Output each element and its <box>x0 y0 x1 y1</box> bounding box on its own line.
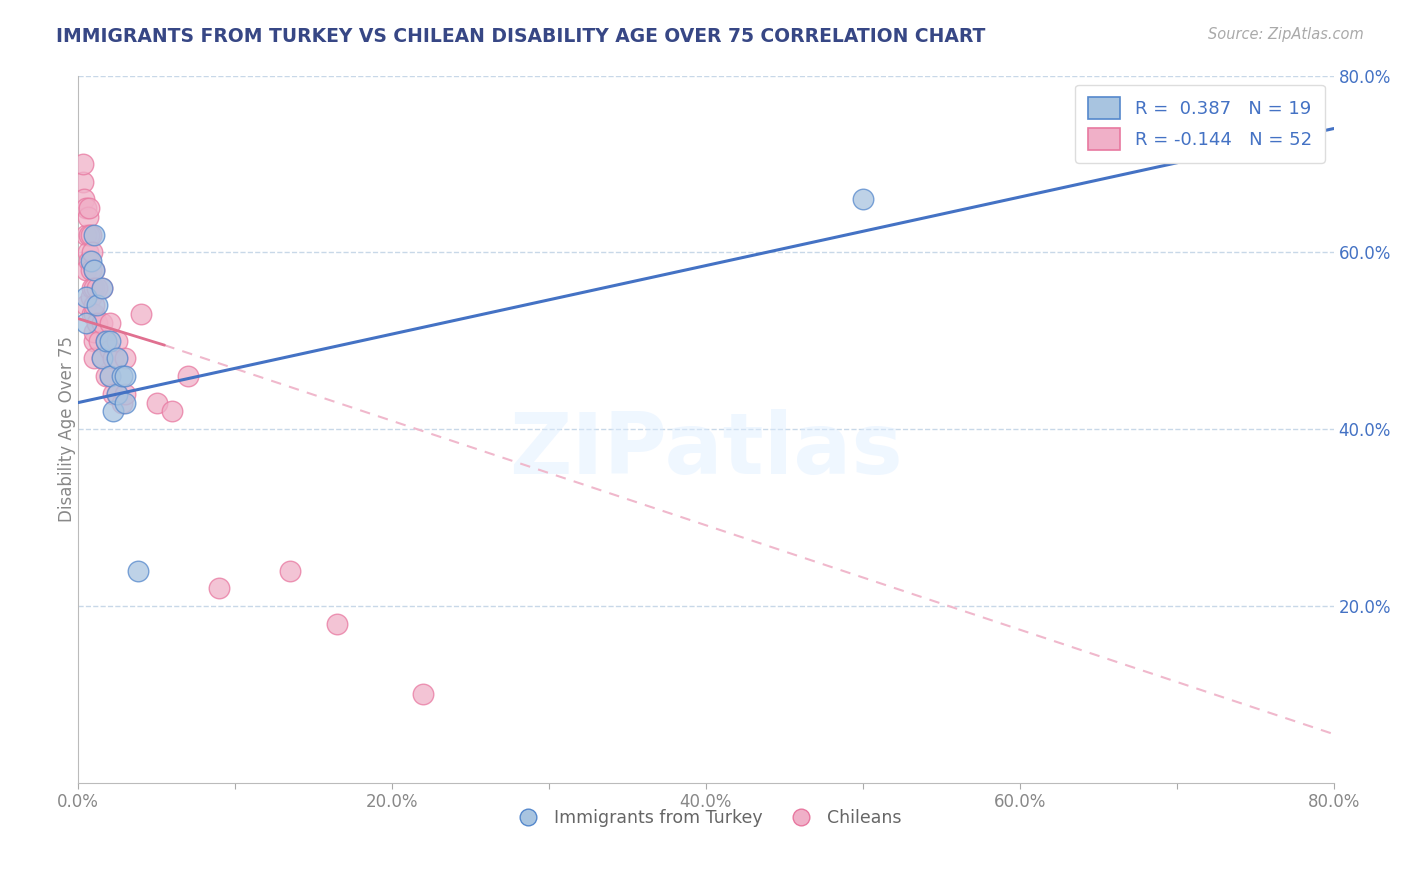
Point <box>90 281 112 295</box>
Point <box>83 351 105 366</box>
Point <box>96 334 118 348</box>
Point <box>90 281 112 295</box>
Point <box>82 281 104 295</box>
Point <box>326 616 349 631</box>
Point <box>76 245 98 260</box>
Point <box>105 334 128 348</box>
Point <box>114 369 136 384</box>
Point <box>127 564 149 578</box>
Point <box>75 289 97 303</box>
Point <box>86 316 108 330</box>
Text: IMMIGRANTS FROM TURKEY VS CHILEAN DISABILITY AGE OVER 75 CORRELATION CHART: IMMIGRANTS FROM TURKEY VS CHILEAN DISABI… <box>56 27 986 45</box>
Point <box>852 192 875 206</box>
Point <box>90 351 112 366</box>
Point <box>177 369 200 384</box>
Point <box>111 369 134 384</box>
Point <box>98 316 121 330</box>
Point <box>208 581 231 595</box>
Point <box>83 325 105 339</box>
Point <box>90 316 112 330</box>
Point <box>82 245 104 260</box>
Text: Source: ZipAtlas.com: Source: ZipAtlas.com <box>1208 27 1364 42</box>
Point <box>101 404 124 418</box>
Point <box>105 386 128 401</box>
Point <box>79 254 101 268</box>
Y-axis label: Disability Age Over 75: Disability Age Over 75 <box>58 336 76 522</box>
Point <box>114 386 136 401</box>
Point <box>83 263 105 277</box>
Point <box>83 334 105 348</box>
Point <box>162 404 184 418</box>
Point <box>90 351 112 366</box>
Point <box>105 351 128 366</box>
Point <box>83 281 105 295</box>
Point <box>79 289 101 303</box>
Point <box>105 386 128 401</box>
Point <box>77 201 100 215</box>
Point <box>77 254 100 268</box>
Point <box>72 157 94 171</box>
Point <box>98 334 121 348</box>
Point <box>75 316 97 330</box>
Point <box>87 334 110 348</box>
Text: ZIPatlas: ZIPatlas <box>509 409 903 491</box>
Point <box>412 687 434 701</box>
Point <box>114 351 136 366</box>
Point <box>83 298 105 312</box>
Point <box>101 351 124 366</box>
Point <box>75 263 97 277</box>
Point <box>75 298 97 312</box>
Point <box>77 227 100 242</box>
Point <box>114 395 136 409</box>
Point <box>111 395 134 409</box>
Point <box>72 175 94 189</box>
Point <box>105 351 128 366</box>
Point <box>101 386 124 401</box>
Point <box>86 281 108 295</box>
Point <box>98 369 121 384</box>
Point <box>278 564 301 578</box>
Point <box>96 334 118 348</box>
Point <box>75 227 97 242</box>
Legend: Immigrants from Turkey, Chileans: Immigrants from Turkey, Chileans <box>503 802 908 834</box>
Point <box>79 227 101 242</box>
Point <box>83 307 105 321</box>
Point <box>82 307 104 321</box>
Point <box>86 298 108 312</box>
Point <box>79 263 101 277</box>
Point <box>96 369 118 384</box>
Point <box>129 307 152 321</box>
Point <box>98 369 121 384</box>
Point <box>83 227 105 242</box>
Point <box>98 343 121 357</box>
Point <box>73 192 96 206</box>
Point <box>76 210 98 224</box>
Point <box>83 263 105 277</box>
Point <box>145 395 167 409</box>
Point <box>75 201 97 215</box>
